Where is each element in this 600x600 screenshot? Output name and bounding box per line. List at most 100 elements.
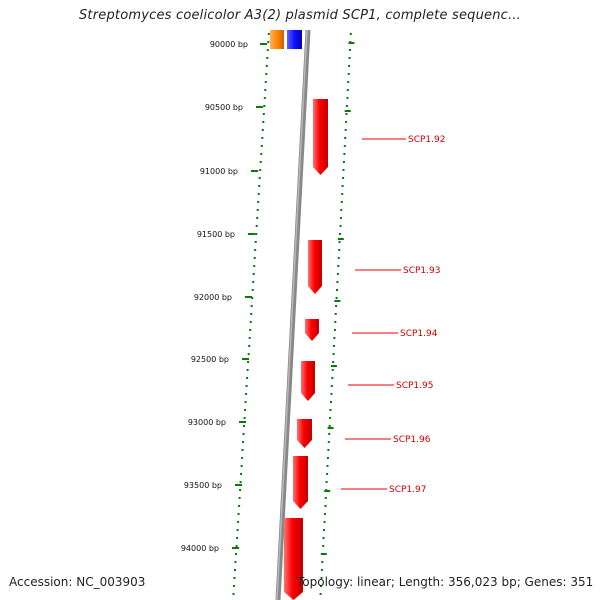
track-dot: [336, 281, 339, 283]
track-dot: [333, 345, 335, 347]
gene-label: SCP1.95: [396, 381, 433, 391]
track-dot: [251, 289, 254, 291]
scale-tick-mark: [235, 484, 242, 486]
track-dot: [267, 33, 270, 35]
scale-tick-label: 94000 bp: [181, 544, 219, 553]
track-dot: [245, 385, 248, 387]
track-dot: [260, 145, 263, 147]
track-dot: [259, 161, 262, 163]
track-dot: [328, 425, 331, 427]
track-dot: [326, 465, 329, 467]
track-dot: [266, 57, 269, 59]
track-dot: [235, 553, 238, 555]
track-dot: [240, 465, 243, 467]
track-dot: [322, 545, 325, 547]
track-dot: [323, 529, 326, 531]
track-dot: [327, 441, 330, 443]
track-dash: [330, 365, 337, 367]
track-dot: [241, 457, 244, 459]
track-dot: [242, 441, 245, 443]
backbone-highlight: [276, 29, 308, 600]
track-dot: [335, 297, 338, 299]
track-dot: [236, 529, 239, 531]
track-dot: [237, 521, 240, 523]
track-dot: [261, 137, 264, 139]
track-dash: [327, 427, 334, 429]
track-dot: [248, 337, 251, 339]
track-dot: [234, 561, 237, 563]
track-dot: [335, 305, 338, 307]
track-dash: [344, 110, 351, 112]
track-dot: [265, 65, 268, 67]
track-dot: [319, 593, 322, 595]
track-dot: [261, 129, 264, 131]
track-dot: [264, 89, 267, 91]
track-dot: [330, 393, 333, 395]
track-dot: [321, 561, 324, 563]
track-dot: [339, 225, 342, 227]
dotted-track-left: [232, 33, 270, 595]
track-dot: [333, 337, 336, 339]
track-dot: [253, 265, 256, 267]
track-dot: [349, 33, 352, 35]
track-dot: [337, 257, 340, 259]
gene-features: SCP1.92 SCP1.93 SCP1.94 SCP1.95 SCP1.96 SCP1.…: [284, 99, 445, 600]
track-dot: [345, 113, 348, 115]
track-dot: [259, 169, 262, 171]
dotted-track-right: [319, 33, 355, 595]
gene-arrow: [297, 419, 312, 448]
orange-feature: [270, 30, 284, 49]
backbone-strand: [275, 29, 311, 600]
track-dot: [322, 537, 325, 539]
track-dash: [337, 238, 344, 240]
gene-arrow: [305, 319, 319, 341]
track-dot: [343, 145, 346, 147]
scale-tick-label: 91500 bp: [197, 230, 235, 239]
gene-label: SCP1.92: [408, 135, 445, 145]
track-dot: [236, 537, 239, 539]
scale-tick-mark: [256, 106, 263, 108]
track-dot: [345, 121, 348, 123]
track-dot: [346, 97, 349, 99]
track-dot: [323, 521, 326, 523]
track-dot: [262, 121, 265, 123]
track-dot: [342, 169, 345, 171]
track-dot: [248, 345, 251, 347]
track-dot: [233, 585, 235, 587]
track-dot: [257, 193, 260, 195]
track-dot: [243, 417, 246, 419]
track-dot: [323, 513, 326, 515]
track-dot: [255, 233, 258, 235]
track-dot: [339, 217, 342, 219]
track-dot: [256, 217, 259, 219]
gene-arrow: [313, 99, 328, 175]
track-dot: [336, 289, 338, 291]
track-dot: [239, 481, 242, 483]
track-dot: [254, 241, 257, 243]
gene-arrow: [301, 361, 315, 401]
scale-tick-mark: [245, 296, 252, 298]
track-dot: [345, 105, 348, 107]
scale-tick-mark: [242, 358, 249, 360]
track-dash: [324, 490, 331, 492]
track-dot: [334, 321, 337, 323]
track-dot: [339, 233, 341, 235]
track-dot: [344, 137, 347, 139]
gene-arrow: [284, 518, 303, 600]
track-dot: [337, 265, 340, 267]
track-dash: [348, 42, 355, 44]
scale-tick-mark: [248, 233, 255, 235]
track-dot: [329, 417, 332, 419]
track-dot: [324, 497, 327, 499]
track-dot: [349, 49, 351, 51]
track-dot: [324, 505, 327, 507]
track-dot: [247, 353, 250, 355]
track-dot: [265, 73, 268, 75]
track-dot: [332, 361, 335, 363]
track-dot: [347, 73, 350, 75]
track-dash: [320, 553, 327, 555]
scale-ticks: 90000 bp 90500 bp 91000 bp 91500 bp 92000 bp…: [181, 40, 267, 553]
track-dot: [266, 49, 269, 51]
track-dot: [233, 577, 236, 579]
track-dot: [240, 473, 243, 475]
